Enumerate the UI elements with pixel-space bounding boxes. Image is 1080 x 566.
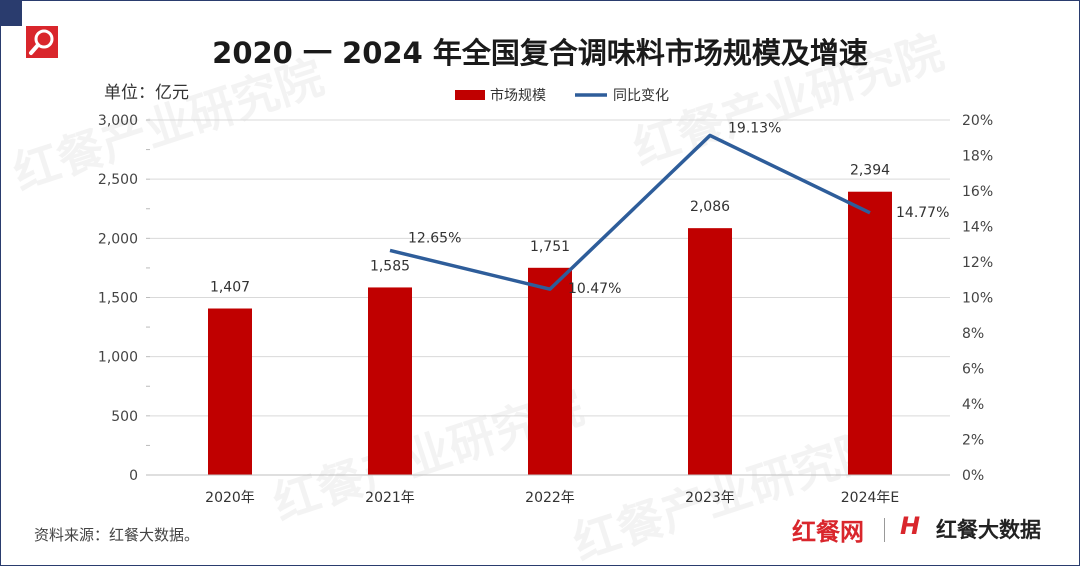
bar [528,267,572,475]
bar-series [208,191,892,475]
watermark-text: 红餐产业研究院 [7,50,330,201]
brand-logo-text: 红餐网 [792,518,864,546]
bar-value-label: 1,407 [210,280,250,296]
x-tick-label: 2023年 [685,490,735,506]
chart-title: 2020 一 2024 年全国复合调味料市场规模及增速 [212,36,868,70]
x-tick-label: 2024年E [841,490,899,506]
right-tick-label: 0% [962,468,984,484]
x-axis: 2020年 2021年 2022年 2023年 2024年E [150,474,950,506]
legend-swatch-bar [455,90,485,100]
source-note: 资料来源：红餐大数据。 [34,526,200,544]
right-axis: 0% 2% 4% 6% 8% 10% 12% 14% 16% 18% 20% [962,113,993,484]
line-series [389,133,871,291]
bar [848,191,892,475]
growth-line [389,133,871,291]
left-tick-label: 1,500 [98,291,138,307]
right-tick-label: 6% [962,362,984,378]
bar-value-label: 2,394 [850,163,890,179]
brand-divider [884,518,885,542]
unit-label: 单位：亿元 [104,83,189,103]
left-tick-label: 2,000 [98,231,138,247]
left-tick-label: 3,000 [98,113,138,129]
right-tick-label: 14% [962,220,993,236]
brand-mark-icon: H [900,512,921,540]
bar [368,287,412,475]
right-tick-label: 16% [962,184,993,200]
left-tick-label: 1,000 [98,350,138,366]
legend: 市场规模 同比变化 [455,87,669,104]
bar-value-label: 2,086 [690,199,730,215]
bar-labels: 1,407 1,585 1,751 2,086 2,394 [210,163,890,296]
bar-value-label: 1,585 [370,258,410,274]
x-tick-label: 2020年 [205,490,255,506]
left-axis: 0 500 1,000 1,500 2,000 2,500 3,000 [98,113,150,484]
right-tick-label: 10% [962,291,993,307]
bar [208,308,252,475]
left-tick-label: 0 [129,468,138,484]
right-tick-label: 2% [962,433,984,449]
left-tick-label: 500 [111,409,138,425]
legend-label-bar: 市场规模 [490,87,546,104]
logo-search-icon [26,26,58,58]
corner-accent [0,0,22,26]
right-tick-label: 4% [962,397,984,413]
legend-label-line: 同比变化 [613,88,669,104]
bar [688,228,732,475]
bar-value-label: 1,751 [530,239,570,255]
line-value-label: 19.13% [728,120,781,136]
x-tick-label: 2021年 [365,490,415,506]
brand-secondary-text: 红餐大数据 [936,518,1041,542]
right-tick-label: 18% [962,149,993,165]
line-labels: 12.65% 10.47% 19.13% 14.77% [408,120,949,297]
x-tick-label: 2022年 [525,490,575,506]
right-tick-label: 20% [962,113,993,129]
right-tick-label: 12% [962,255,993,271]
right-tick-label: 8% [962,326,984,342]
left-tick-label: 2,500 [98,172,138,188]
line-value-label: 12.65% [408,230,461,246]
line-value-label: 10.47% [568,281,621,297]
line-value-label: 14.77% [896,205,949,221]
